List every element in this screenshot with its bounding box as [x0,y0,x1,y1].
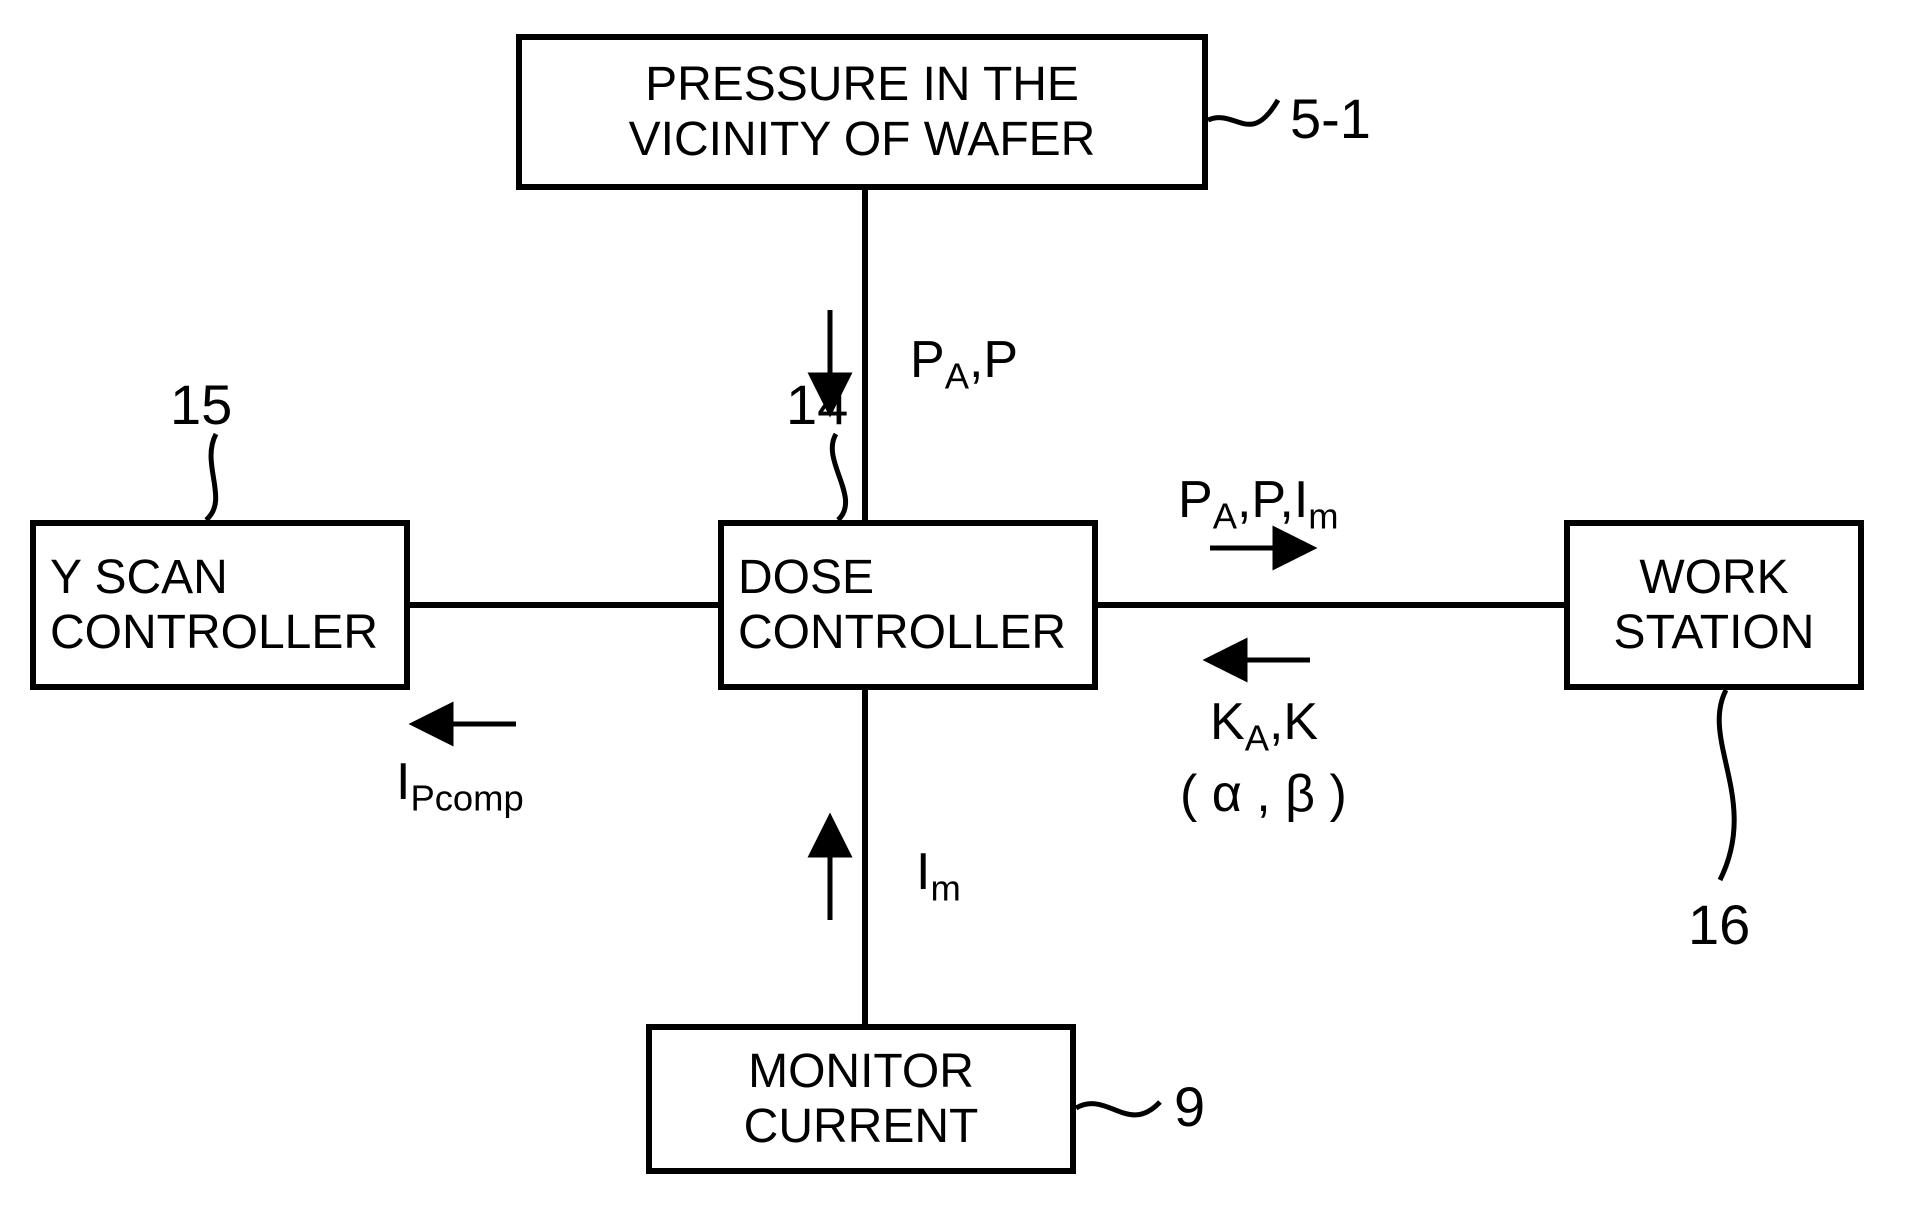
monitor-line1: MONITOR [744,1044,979,1099]
work-box: WORK STATION [1564,520,1864,690]
ref-5-1: 5-1 [1290,86,1371,151]
label-pa-p: PA,P [910,330,1018,397]
ref-16: 16 [1688,892,1750,957]
leader-5-1 [1208,100,1278,124]
work-line1: WORK [1614,550,1815,605]
monitor-line2: CURRENT [744,1099,979,1154]
work-line2: STATION [1614,605,1815,660]
leader-16 [1719,690,1734,880]
leader-15 [206,434,216,520]
dose-box: DOSE CONTROLLER [718,520,1098,690]
ref-14: 14 [786,372,848,437]
ref-9: 9 [1174,1074,1205,1139]
label-alpha-beta: ( α , β ) [1180,764,1347,824]
pressure-box: PRESSURE IN THE VICINITY OF WAFER [516,34,1208,190]
ref-15: 15 [170,372,232,437]
label-ka-k: KA,K [1210,692,1318,759]
dose-line1: DOSE [738,550,1066,605]
leader-9 [1076,1102,1160,1115]
pressure-line2: VICINITY OF WAFER [629,112,1096,167]
label-pa-p-im: PA,P,Im [1178,470,1339,537]
pressure-line1: PRESSURE IN THE [629,57,1096,112]
dose-line2: CONTROLLER [738,605,1066,660]
yscan-box: Y SCAN CONTROLLER [30,520,410,690]
yscan-line1: Y SCAN [50,550,378,605]
yscan-line2: CONTROLLER [50,605,378,660]
leader-14 [832,434,845,520]
label-im: Im [916,842,961,909]
monitor-box: MONITOR CURRENT [646,1024,1076,1174]
label-ipcomp: IPcomp [396,752,524,819]
